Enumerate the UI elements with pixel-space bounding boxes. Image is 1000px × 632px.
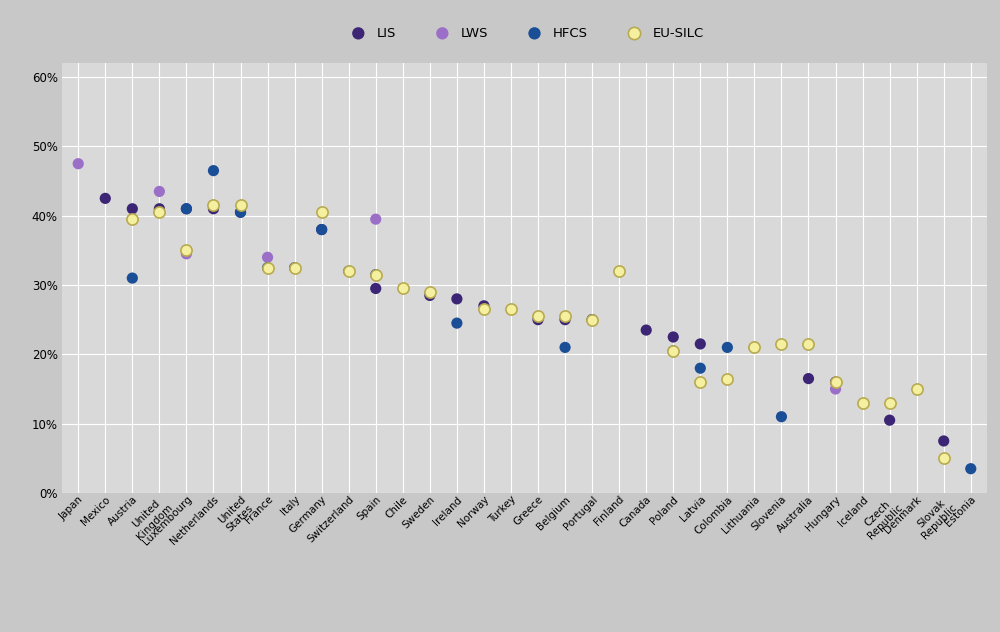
EU-SILC [287,263,303,273]
EU-SILC [692,377,708,387]
EU-SILC [557,311,573,321]
EU-SILC [584,315,600,325]
EU-SILC [503,304,519,314]
LIS [151,204,167,214]
Legend: LIS, LWS, HFCS, EU-SILC: LIS, LWS, HFCS, EU-SILC [345,27,704,40]
HFCS [233,207,249,217]
EU-SILC [178,245,194,255]
LIS [178,204,194,214]
HFCS [449,318,465,328]
EU-SILC [909,384,925,394]
LWS [151,186,167,197]
LIS [882,415,898,425]
LIS [97,193,113,204]
LIS [314,224,330,234]
EU-SILC [260,263,276,273]
HFCS [719,343,735,353]
HFCS [341,266,357,276]
EU-SILC [611,266,627,276]
LIS [584,315,600,325]
LIS [665,332,681,342]
LIS [557,315,573,325]
EU-SILC [422,287,438,297]
EU-SILC [773,339,789,349]
EU-SILC [746,343,762,353]
LIS [828,377,844,387]
HFCS [665,346,681,356]
LIS [800,374,816,384]
LWS [205,200,221,210]
HFCS [314,224,330,234]
HFCS [151,207,167,217]
LIS [368,283,384,293]
EU-SILC [341,266,357,276]
EU-SILC [233,200,249,210]
LIS [746,343,762,353]
LWS [260,252,276,262]
EU-SILC [124,214,140,224]
LWS [368,214,384,224]
LIS [422,290,438,300]
EU-SILC [151,207,167,217]
EU-SILC [368,270,384,280]
LIS [530,315,546,325]
HFCS [557,343,573,353]
LIS [638,325,654,335]
HFCS [746,343,762,353]
HFCS [178,204,194,214]
LWS [828,384,844,394]
EU-SILC [205,200,221,210]
LWS [178,249,194,259]
LWS [70,159,86,169]
HFCS [260,263,276,273]
EU-SILC [530,311,546,321]
EU-SILC [828,377,844,387]
HFCS [692,363,708,374]
EU-SILC [855,398,871,408]
LIS [692,339,708,349]
LIS [476,301,492,311]
HFCS [584,315,600,325]
EU-SILC [476,304,492,314]
EU-SILC [936,453,952,463]
LIS [233,207,249,217]
HFCS [773,411,789,422]
EU-SILC [719,374,735,384]
HFCS [368,270,384,280]
EU-SILC [665,346,681,356]
EU-SILC [882,398,898,408]
HFCS [963,464,979,474]
EU-SILC [314,207,330,217]
LIS [449,294,465,304]
LIS [936,436,952,446]
HFCS [205,166,221,176]
LIS [205,204,221,214]
EU-SILC [395,283,411,293]
HFCS [287,263,303,273]
EU-SILC [800,339,816,349]
LIS [124,204,140,214]
HFCS [124,273,140,283]
